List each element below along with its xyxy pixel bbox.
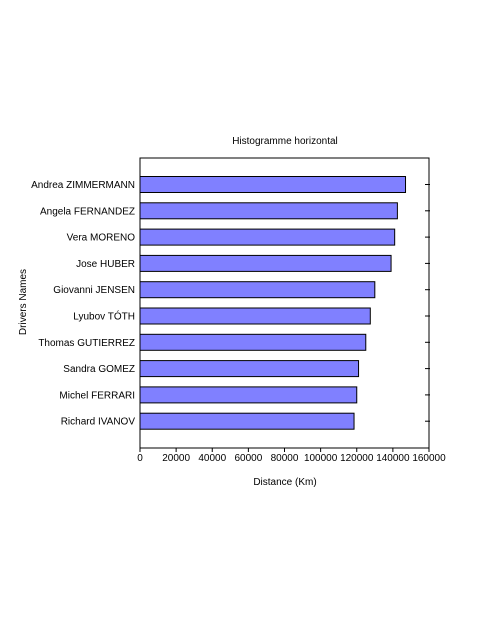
bar (140, 334, 366, 350)
bar (140, 177, 406, 193)
y-tick-label: Sandra GOMEZ (63, 364, 135, 375)
bar (140, 229, 395, 245)
bar (140, 413, 354, 429)
x-tick-label: 120000 (340, 453, 374, 464)
bar (140, 308, 370, 324)
x-tick-label: 100000 (304, 453, 338, 464)
bar (140, 282, 375, 298)
y-tick-label: Giovanni JENSEN (53, 285, 135, 296)
y-tick-label: Thomas GUTIERREZ (38, 338, 135, 349)
y-tick-label: Angela FERNANDEZ (40, 206, 135, 217)
x-tick-label: 40000 (198, 453, 226, 464)
x-tick-label: 160000 (412, 453, 446, 464)
y-tick-label: Jose HUBER (76, 259, 135, 270)
x-tick-label: 80000 (271, 453, 299, 464)
x-axis-label: Distance (Km) (253, 477, 316, 488)
x-tick-label: 0 (137, 453, 143, 464)
y-tick-label: Lyubov TÓTH (73, 310, 135, 323)
y-tick-label: Michel FERRARI (59, 390, 135, 401)
bar (140, 361, 359, 377)
y-tick-label: Andrea ZIMMERMANN (31, 180, 135, 191)
x-tick-label: 60000 (234, 453, 262, 464)
x-tick-label: 140000 (376, 453, 410, 464)
bar (140, 387, 357, 403)
y-tick-label: Vera MORENO (67, 233, 136, 244)
y-tick-label: Richard IVANOV (61, 417, 136, 428)
x-tick-label: 20000 (162, 453, 190, 464)
chart-title: Histogramme horizontal (232, 136, 338, 147)
plot-area-frame (140, 158, 429, 448)
bar (140, 255, 391, 271)
bar (140, 203, 397, 219)
y-axis-label: Drivers Names (18, 269, 29, 335)
